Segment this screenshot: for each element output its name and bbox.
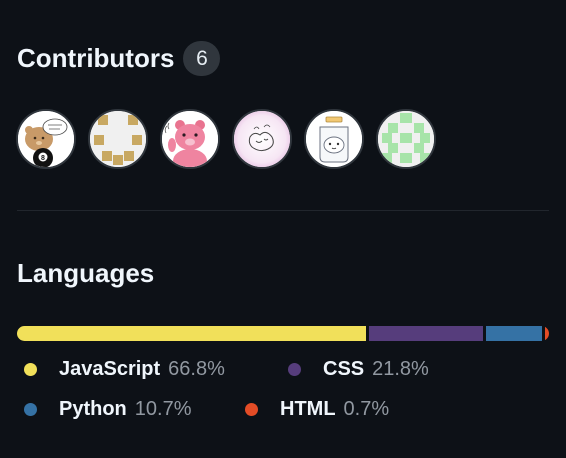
section-divider — [17, 210, 549, 211]
pink-bear-avatar-icon — [162, 111, 218, 167]
language-percent: 0.7% — [343, 398, 390, 420]
languages-title: Languages — [17, 258, 155, 288]
html-color-dot — [245, 403, 258, 416]
language-percent: 21.8% — [372, 358, 429, 380]
contributor-avatar-4[interactable] — [232, 109, 292, 169]
eight-ball-label: 8 — [41, 155, 45, 162]
contributor-avatar-6[interactable] — [376, 109, 436, 169]
bear-avatar-icon: 8 — [18, 111, 74, 167]
javascript-color-dot — [24, 363, 37, 376]
language-percent: 66.8% — [168, 358, 225, 380]
contributors-title[interactable]: Contributors — [17, 43, 175, 73]
sketch-avatar-icon — [234, 111, 290, 167]
css-color-dot — [288, 363, 301, 376]
contributors-heading: Contributors 6 — [17, 41, 221, 76]
language-name: HTML — [280, 398, 336, 420]
language-percent: 10.7% — [134, 398, 192, 420]
language-item-javascript[interactable]: JavaScript 66.8% — [24, 358, 225, 381]
contributor-avatars: 8 — [16, 109, 436, 169]
language-bar-segment-python[interactable] — [486, 326, 543, 341]
language-bar-segment-html[interactable] — [545, 326, 549, 341]
language-name: Python — [59, 398, 127, 420]
contributor-avatar-2[interactable] — [88, 109, 148, 169]
language-item-python[interactable]: Python 10.7% — [24, 398, 192, 421]
language-bar-segment-css[interactable] — [369, 326, 484, 341]
identicon-green-icon — [378, 111, 434, 167]
contributor-avatar-1[interactable]: 8 — [16, 109, 76, 169]
languages-heading: Languages — [17, 258, 154, 289]
contributor-avatar-5[interactable] — [304, 109, 364, 169]
contributor-avatar-3[interactable] — [160, 109, 220, 169]
language-item-html[interactable]: HTML 0.7% — [245, 398, 389, 421]
python-color-dot — [24, 403, 37, 416]
language-name: JavaScript — [59, 358, 161, 380]
language-name: CSS — [323, 358, 365, 380]
jar-avatar-icon — [306, 111, 362, 167]
identicon-gold-icon — [90, 111, 146, 167]
contributors-count-badge: 6 — [183, 41, 221, 76]
language-bar-segment-javascript[interactable] — [17, 326, 367, 341]
language-item-css[interactable]: CSS 21.8% — [288, 358, 429, 381]
language-bar — [17, 326, 549, 341]
